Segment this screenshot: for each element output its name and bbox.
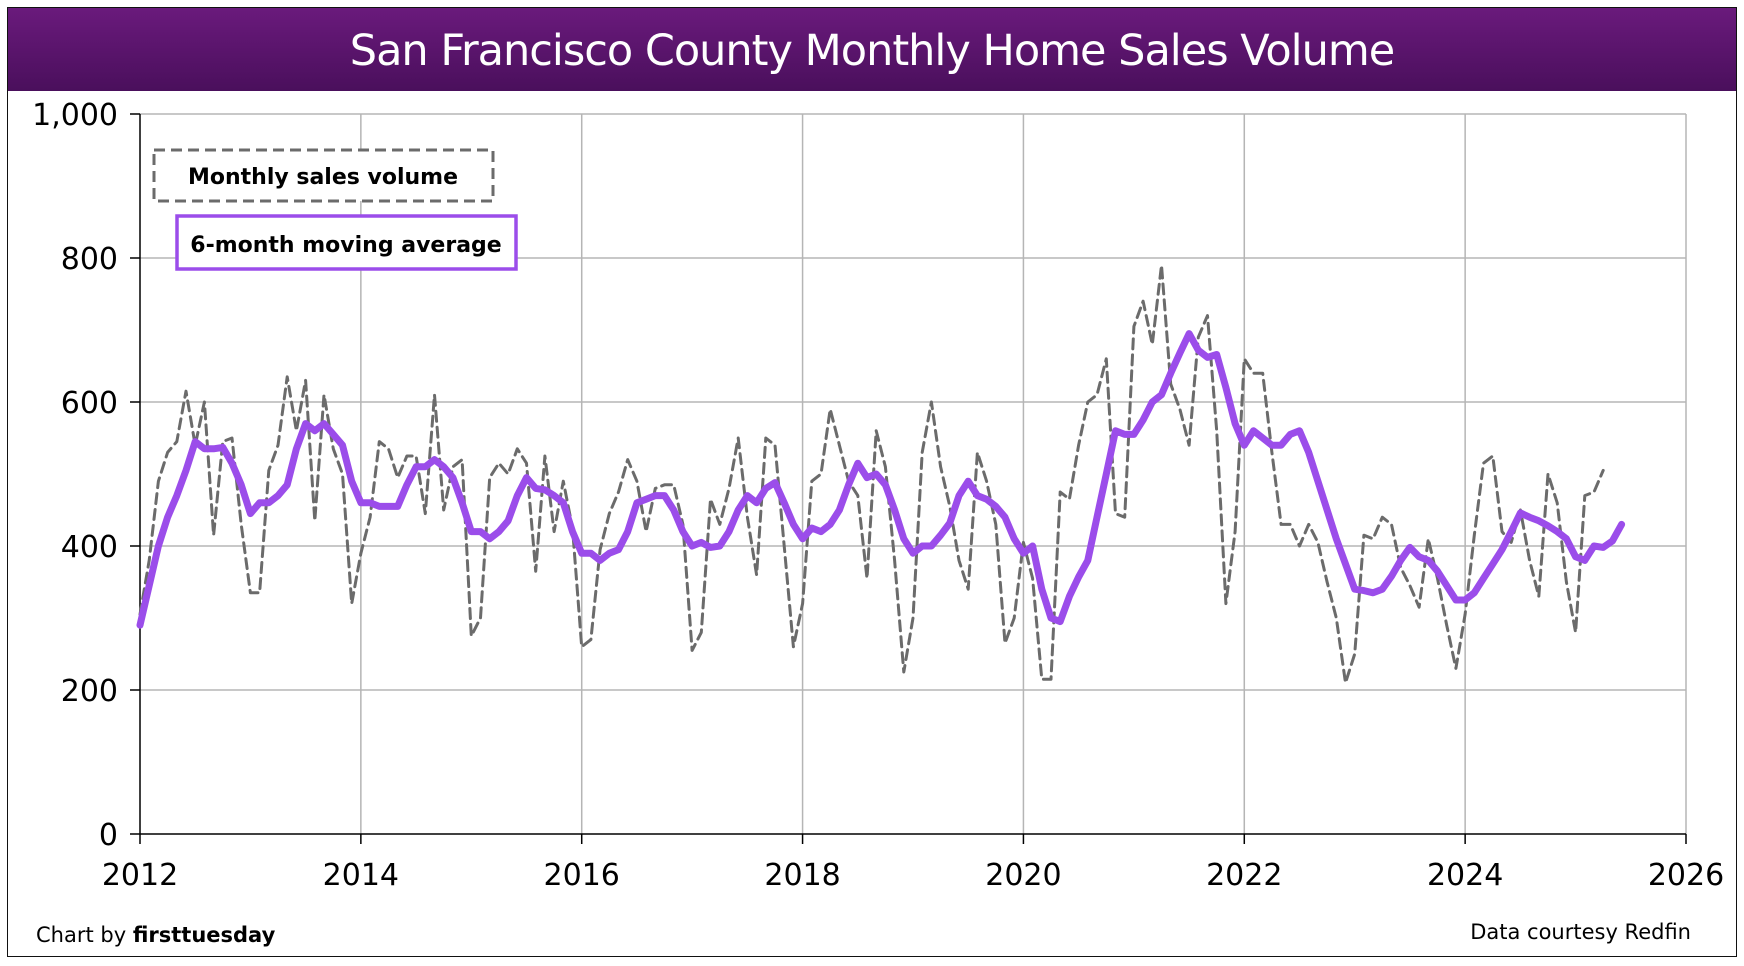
y-tick-label: 800	[61, 242, 118, 277]
y-tick-label: 200	[61, 674, 118, 709]
x-tick-label: 2024	[1427, 858, 1503, 893]
y-tick-label: 0	[99, 818, 118, 853]
y-tick-label: 400	[61, 530, 118, 565]
credit-right: Data courtesy Redfin	[1470, 920, 1691, 944]
credit-left: Chart by firsttuesday	[36, 923, 275, 947]
series-line-monthly-sales	[138, 263, 1605, 685]
x-tick-label: 2012	[102, 858, 178, 893]
legend-label-average: 6-month moving average	[190, 233, 501, 258]
x-tick-label: 2016	[544, 858, 620, 893]
legend-box-average	[175, 214, 518, 271]
series-group	[136, 263, 1626, 685]
credit-left-prefix: Chart by	[36, 923, 133, 947]
x-tick-label: 2018	[764, 858, 840, 893]
x-tick-label: 2020	[985, 858, 1061, 893]
x-tick-label: 2014	[323, 858, 399, 893]
x-tick-label: 2026	[1648, 858, 1724, 893]
series-line-moving-average	[136, 330, 1626, 629]
legend-label-monthly: Monthly sales volume	[188, 165, 458, 190]
x-tick-label: 2022	[1206, 858, 1282, 893]
axes: 0 200 400 600 800 1,000 2012 2014 2016 2018 2020 20…	[32, 98, 1724, 893]
y-tick-label: 600	[61, 386, 118, 421]
y-tick-label: 1,000	[32, 98, 118, 133]
chart-title: San Francisco County Monthly Home Sales …	[8, 8, 1736, 91]
legend-box-monthly	[152, 148, 495, 203]
legend: Monthly sales volume 6-month moving aver…	[152, 148, 518, 271]
credit-left-brand: firsttuesday	[132, 923, 276, 947]
